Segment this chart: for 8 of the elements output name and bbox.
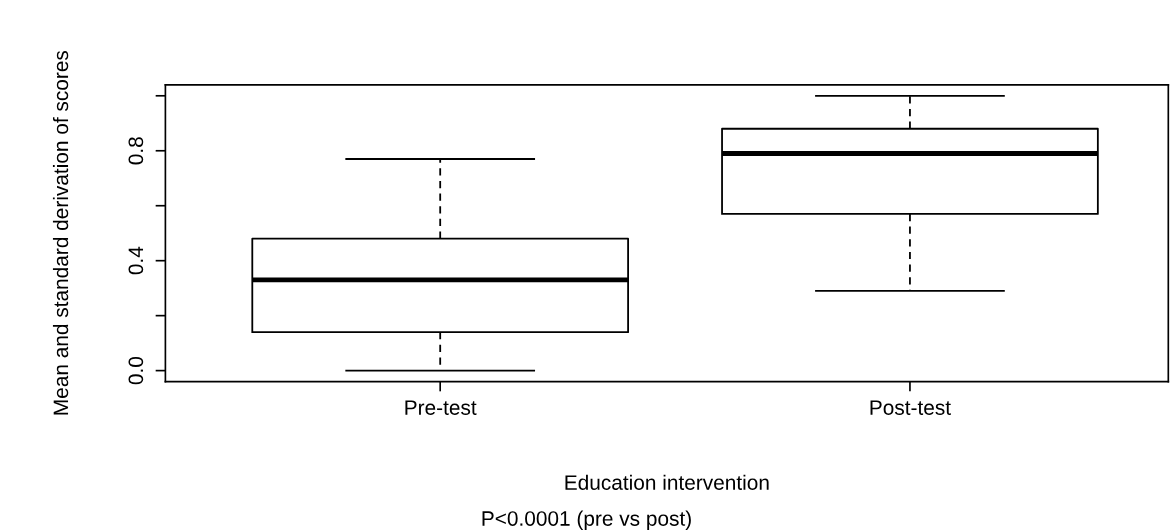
x-tick-label: Pre-test: [405, 400, 477, 415]
x-tick-label: Post-test: [870, 400, 951, 415]
y-tick-label: 0.8: [128, 137, 144, 165]
x-axis-title: Education intervention: [565, 474, 769, 490]
text: P<0.0001 (pre vs post): [482, 510, 691, 530]
y-tick-label: 0.4: [128, 246, 144, 275]
y-axis-title: Mean and standard derivation of scores: [52, 50, 69, 415]
y-tick-label: 0.0: [128, 356, 144, 385]
